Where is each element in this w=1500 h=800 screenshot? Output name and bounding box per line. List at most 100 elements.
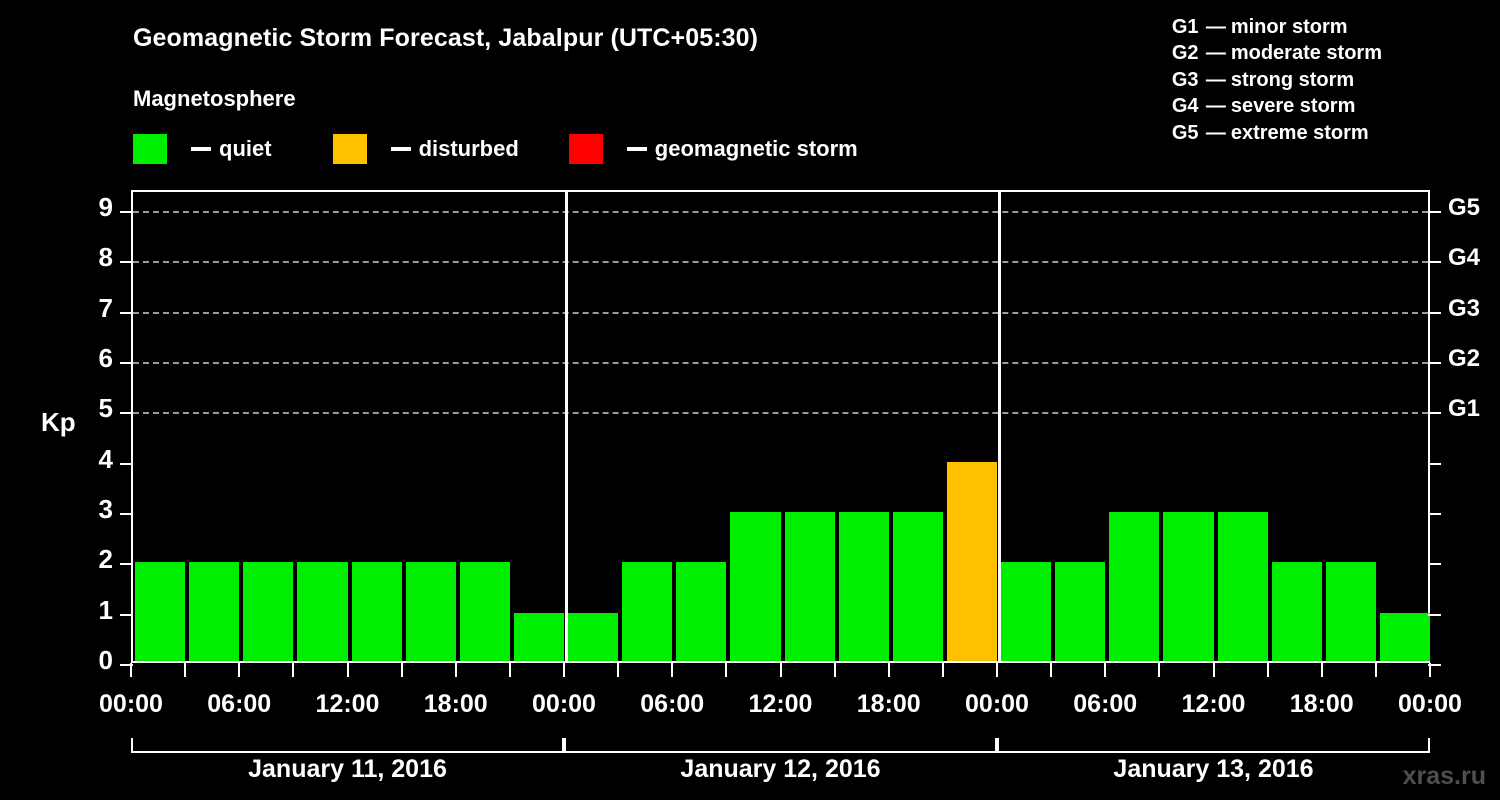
x-axis-tick (1374, 663, 1377, 677)
chart-plot-area (120, 190, 1441, 666)
x-axis-tick (1158, 663, 1161, 677)
right-axis-tick (1428, 362, 1441, 365)
x-axis-tick (1104, 663, 1107, 677)
chart-bar (405, 562, 456, 661)
g-scale-dash-icon: — (1205, 68, 1226, 91)
chart-bar (1001, 562, 1052, 661)
y-axis-label: 8 (98, 242, 113, 273)
chart-bar (1163, 512, 1214, 661)
g-scale-dash-icon: — (1205, 121, 1226, 144)
right-axis-label-g4: G4 (1448, 244, 1481, 272)
x-axis-label: 18:00 (1289, 690, 1354, 718)
day-separator-2 (998, 192, 1001, 661)
chart-bar (946, 461, 997, 661)
y-axis-label: 7 (98, 292, 113, 323)
g-scale-row-g3: G3 — strong storm (1172, 67, 1382, 93)
x-axis-tick (1320, 663, 1323, 677)
day-label: January 11, 2016 (248, 755, 447, 783)
x-axis-tick (725, 663, 728, 677)
x-axis-tick (617, 663, 620, 677)
x-axis-label: 00:00 (965, 690, 1029, 718)
g-scale-row-g5: G5 — extreme storm (1172, 120, 1382, 146)
y-axis-tick (120, 311, 133, 314)
chart-inner (120, 192, 1441, 666)
legend-swatch-storm (568, 134, 603, 164)
x-axis-label: 00:00 (99, 690, 163, 718)
x-axis-tick (833, 663, 836, 677)
y-axis-label: 5 (98, 393, 113, 424)
legend-swatch-disturbed (332, 134, 367, 164)
chart-bar (730, 512, 781, 661)
right-axis-tick (1428, 311, 1441, 314)
y-axis-label: 2 (98, 544, 113, 575)
legend-dash-icon (626, 147, 647, 151)
x-axis-tick (941, 663, 944, 677)
gridline-kp-5 (133, 412, 1428, 415)
chart-bar (351, 562, 402, 661)
watermark: xras.ru (1402, 762, 1486, 790)
chart-bar (1055, 562, 1106, 661)
x-axis-tick (454, 663, 457, 677)
x-axis-tick (238, 663, 241, 677)
chart-bar (892, 512, 943, 661)
right-axis-label-g3: G3 (1448, 294, 1481, 322)
chart-bar (189, 562, 240, 661)
g-scale-legend: G1— minor storm G2— moderate storm G3— strong… (1172, 14, 1382, 146)
y-axis-tick (120, 613, 133, 616)
day-separator-1 (565, 192, 568, 661)
y-axis-label: 6 (98, 343, 113, 374)
gridline-kp-6 (133, 362, 1428, 365)
right-axis-label-g5: G5 (1448, 194, 1481, 222)
right-axis-tick (1428, 664, 1441, 666)
x-axis-label: 12:00 (748, 690, 813, 718)
chart-bar (513, 612, 564, 661)
right-axis-tick (1428, 261, 1441, 264)
x-axis-tick (292, 663, 295, 677)
x-axis-label: 06:00 (640, 690, 705, 718)
y-axis-tick (120, 664, 133, 666)
legend-item-storm: geomagnetic storm (568, 134, 858, 164)
g-scale-row-g2: G2 — moderate storm (1172, 40, 1382, 66)
chart-bar (1379, 612, 1430, 661)
x-axis-tick (1266, 663, 1269, 677)
chart-bar (568, 612, 619, 661)
right-axis-tick (1428, 513, 1441, 516)
chart-bar (1325, 562, 1376, 661)
chart-bar (243, 562, 294, 661)
x-axis-tick (508, 663, 511, 677)
right-axis-label-g1: G1 (1448, 395, 1481, 423)
chart-bar (676, 562, 727, 661)
chart-bar (1217, 512, 1268, 661)
chart-bar (1271, 562, 1322, 661)
chart-bar (1109, 512, 1160, 661)
right-axis-label-g2: G2 (1448, 345, 1481, 373)
y-axis-label: 0 (98, 645, 113, 675)
legend-label-quiet: quiet (219, 136, 272, 161)
legend-swatch-quiet (133, 134, 167, 164)
g-scale-code: G5 (1171, 121, 1199, 144)
gridline-kp-7 (133, 311, 1428, 314)
g-scale-code: G3 (1171, 68, 1199, 91)
x-axis-label: 06:00 (1073, 690, 1138, 718)
g-scale-dash-icon: — (1205, 95, 1226, 118)
right-axis-tick (1428, 211, 1441, 214)
chart-bar (297, 562, 348, 661)
magnetosphere-label: Magnetosphere (133, 86, 296, 111)
x-axis-tick (671, 663, 674, 677)
x-axis-tick (184, 663, 187, 677)
y-axis-tick (120, 261, 133, 264)
g-scale-desc: severe storm (1230, 95, 1356, 118)
legend-item-quiet: quiet (133, 134, 272, 164)
y-axis-label: 4 (98, 443, 113, 474)
x-axis-label: 12:00 (315, 690, 380, 718)
chart-bar (135, 562, 186, 661)
x-axis-label: 06:00 (207, 690, 272, 718)
legend-label-storm: geomagnetic storm (654, 136, 858, 161)
y-axis-tick (120, 513, 133, 516)
x-axis-tick (563, 663, 565, 677)
right-axis-tick (1428, 563, 1441, 566)
page-title: Geomagnetic Storm Forecast, Jabalpur (UT… (133, 24, 759, 52)
x-axis-tick (400, 663, 403, 677)
right-axis-tick (1428, 462, 1441, 465)
legend-item-disturbed: disturbed (332, 134, 519, 164)
